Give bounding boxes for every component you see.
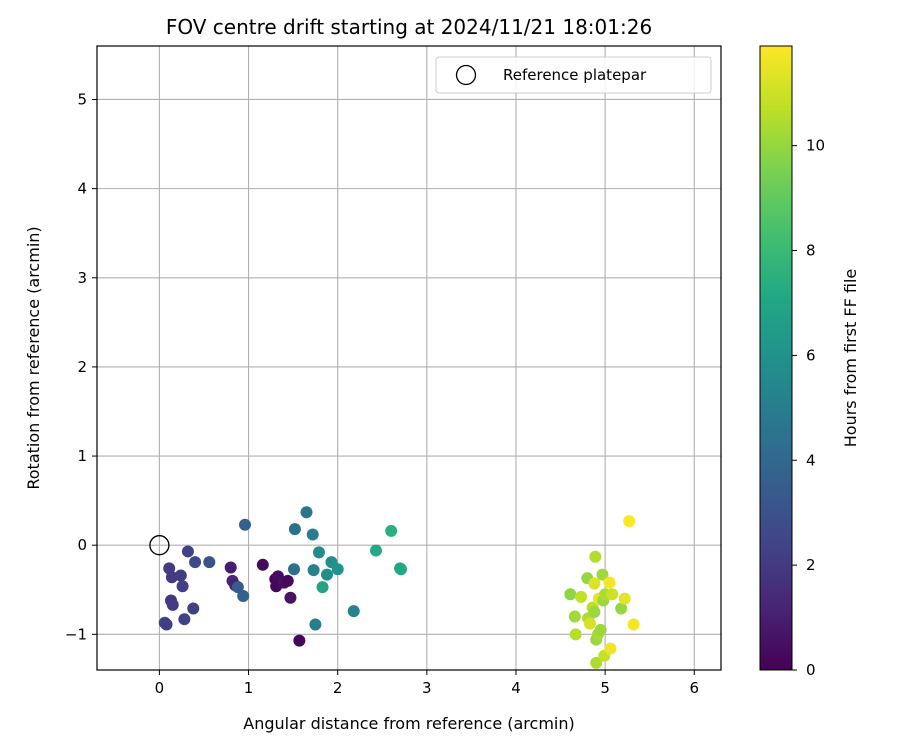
plot-frame <box>96 45 722 671</box>
x-axis-label: Angular distance from reference (arcmin) <box>243 714 574 733</box>
colorbar-label: Hours from first FF file <box>841 269 860 448</box>
x-tick-label: 3 <box>422 679 432 697</box>
scatter-point <box>160 618 173 631</box>
scatter-point <box>618 592 631 605</box>
scatter-point <box>564 588 577 601</box>
scatter-point <box>606 588 619 601</box>
y-tick-label: 3 <box>77 269 87 287</box>
scatter-point <box>256 558 269 571</box>
colorbar-tick-label: 4 <box>806 451 816 469</box>
scatter-point <box>583 617 596 630</box>
colorbar <box>759 45 793 671</box>
scatter-point <box>178 613 191 626</box>
scatter-point <box>316 581 329 594</box>
grid-lines <box>97 46 721 670</box>
scatter-point <box>603 576 616 589</box>
scatter-point <box>385 524 398 537</box>
scatter-point <box>347 605 360 618</box>
scatter-point <box>627 618 640 631</box>
scatter-point <box>307 564 320 577</box>
colorbar-tick-label: 2 <box>806 556 816 574</box>
scatter-point <box>312 546 325 559</box>
scatter-point <box>568 610 581 623</box>
legend: Reference platepar <box>435 56 712 94</box>
scatter-point <box>588 577 601 590</box>
legend-reference-marker <box>455 64 477 86</box>
scatter-point <box>588 606 601 619</box>
x-tick-label: 5 <box>600 679 610 697</box>
scatter-point <box>224 561 237 574</box>
scatter-point <box>293 634 306 647</box>
y-tick-label: −1 <box>65 625 87 643</box>
colorbar-tick-label: 0 <box>806 661 816 679</box>
scatter-point <box>590 656 603 669</box>
y-tick-label: 5 <box>77 90 87 108</box>
scatter-point <box>309 618 322 631</box>
scatter-point <box>569 628 582 641</box>
scatter-point <box>284 591 297 604</box>
scatter-point <box>575 590 588 603</box>
scatter-point <box>594 623 607 636</box>
scatter-point <box>604 642 617 655</box>
y-axis-label: Rotation from reference (arcmin) <box>24 226 43 489</box>
x-tick-label: 0 <box>155 679 165 697</box>
scatter-point <box>589 550 602 563</box>
scatter-point <box>300 506 313 519</box>
x-axis-ticks: 0 1 2 3 4 5 6 <box>155 670 699 697</box>
scatter-point <box>331 563 344 576</box>
y-tick-label: 2 <box>77 358 87 376</box>
scatter-point <box>281 574 294 587</box>
scatter-point <box>187 602 200 615</box>
scatter-point <box>288 563 301 576</box>
colorbar-tick-label: 6 <box>806 346 816 364</box>
scatter-point <box>174 569 187 582</box>
y-tick-label: 4 <box>77 180 87 198</box>
data-points <box>158 506 640 669</box>
y-tick-label: 1 <box>77 447 87 465</box>
x-tick-label: 1 <box>244 679 254 697</box>
legend-entry-reference-platepar: Reference platepar <box>503 66 647 84</box>
x-tick-label: 2 <box>333 679 343 697</box>
reference-marker-group <box>149 535 170 556</box>
scatter-point <box>203 556 216 569</box>
colorbar-tick-label: 8 <box>806 242 816 260</box>
scatter-point <box>181 545 194 558</box>
scatter-point <box>189 556 202 569</box>
scatter-point <box>176 580 189 593</box>
scatter-point <box>370 544 383 557</box>
y-axis-ticks: −1 0 1 2 3 4 5 <box>65 90 97 643</box>
scatter-point <box>306 528 319 541</box>
scatter-point <box>165 571 178 584</box>
scatter-point <box>320 568 333 581</box>
scatter-point <box>623 515 636 528</box>
scatter-point <box>166 598 179 611</box>
scatter-point <box>288 523 301 536</box>
colorbar-tick-label: 10 <box>806 137 825 155</box>
scatter-point <box>237 590 250 603</box>
x-tick-label: 4 <box>511 679 521 697</box>
chart-title: FOV centre drift starting at 2024/11/21 … <box>166 15 652 39</box>
x-tick-label: 6 <box>689 679 699 697</box>
scatter-point <box>394 563 407 576</box>
scatter-point <box>615 602 628 615</box>
colorbar-ticks: 0 2 4 6 8 10 <box>792 137 825 679</box>
scatter-point <box>238 518 251 531</box>
y-tick-label: 0 <box>77 536 87 554</box>
legend-box <box>435 56 712 94</box>
reference-platepar-marker <box>149 535 170 556</box>
scatter-point <box>231 581 244 594</box>
scatter-point <box>596 568 609 581</box>
